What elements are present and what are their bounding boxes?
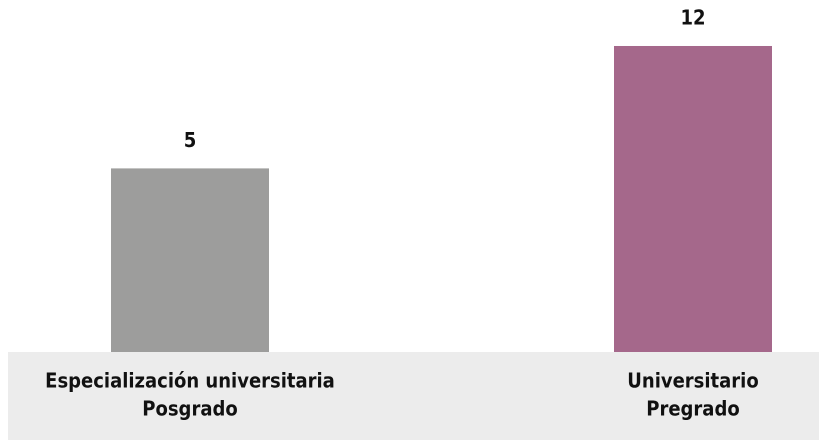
category-band: [8, 352, 819, 440]
value-label: 5: [184, 128, 197, 152]
bar: [111, 168, 269, 352]
value-label: 12: [680, 5, 705, 29]
x-tick-label: Universitario: [627, 369, 758, 393]
x-tick-label: Pregrado: [646, 397, 739, 421]
x-tick-label: Especialización universitaria: [45, 369, 335, 393]
x-tick-label: Posgrado: [142, 397, 237, 421]
bar: [614, 45, 772, 353]
